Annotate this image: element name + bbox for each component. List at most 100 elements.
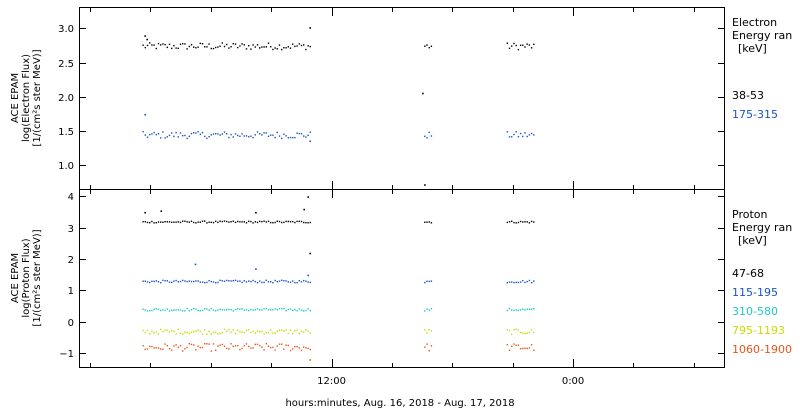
proton-point <box>217 333 219 335</box>
proton-point <box>239 308 241 310</box>
electron-point <box>204 135 206 138</box>
proton-point <box>146 348 149 350</box>
electron-legend-38-53: 38-53 <box>732 89 764 102</box>
electron-point <box>190 44 193 46</box>
proton-point <box>265 221 267 223</box>
proton-point <box>261 330 263 333</box>
proton-point <box>276 345 278 347</box>
proton-point <box>267 331 270 334</box>
proton-point <box>208 309 210 311</box>
proton-point <box>157 308 160 311</box>
proton-point <box>272 282 274 284</box>
proton-point <box>217 281 219 284</box>
electron-point <box>524 132 526 134</box>
electron-point <box>223 45 226 48</box>
proton-point <box>219 332 221 335</box>
proton-point <box>287 344 289 347</box>
electron-point <box>164 43 166 46</box>
proton-point <box>430 308 433 310</box>
proton-point <box>254 309 256 311</box>
proton-point <box>263 220 265 222</box>
proton-point <box>239 331 241 333</box>
proton-point <box>190 309 193 311</box>
electron-point <box>179 132 182 134</box>
electron-point <box>186 137 188 140</box>
proton-point <box>285 280 287 282</box>
proton-point <box>149 310 151 312</box>
electron-point <box>142 44 144 46</box>
electron-ytick-label-1: 1.5 <box>58 127 74 138</box>
proton-point <box>204 343 206 345</box>
proton-point <box>243 331 245 334</box>
proton-point <box>270 329 272 331</box>
proton-point <box>424 281 426 284</box>
proton-point <box>300 349 303 352</box>
proton-point <box>296 282 298 284</box>
x-axis-label: hours:minutes, Aug. 16, 2018 - Aug. 17, … <box>285 398 514 409</box>
proton-point <box>166 221 168 223</box>
proton-point <box>241 308 243 310</box>
proton-point <box>142 221 144 223</box>
electron-legend-title-3: [keV] <box>738 42 767 55</box>
proton-point <box>226 279 228 282</box>
electron-point <box>162 43 164 45</box>
proton-point <box>195 280 197 282</box>
proton-point <box>153 308 155 310</box>
proton-point <box>153 347 155 349</box>
electron-point <box>197 46 199 48</box>
proton-point <box>230 309 232 311</box>
proton-point <box>162 221 164 223</box>
proton-outlier-point <box>303 208 305 211</box>
electron-point <box>300 44 303 47</box>
proton-legend-795-1193: 795-1193 <box>732 324 785 337</box>
electron-point <box>245 135 248 137</box>
proton-point <box>160 348 162 350</box>
proton-point <box>263 349 265 351</box>
proton-point <box>168 310 171 312</box>
proton-point <box>243 221 245 223</box>
electron-point <box>175 47 177 49</box>
proton-point <box>144 280 146 282</box>
proton-point <box>303 346 305 348</box>
proton-point <box>177 346 179 348</box>
electron-point <box>296 132 298 134</box>
proton-point <box>270 309 272 311</box>
proton-point <box>188 343 190 345</box>
proton-point <box>173 221 175 223</box>
proton-point <box>528 279 531 282</box>
proton-point <box>528 331 531 334</box>
proton-point <box>157 221 160 223</box>
proton-point <box>223 220 226 222</box>
electron-point <box>270 46 272 48</box>
proton-point <box>533 349 535 351</box>
electron-point <box>307 45 309 47</box>
proton-outlier-point <box>255 211 257 214</box>
proton-point <box>146 329 149 332</box>
proton-point <box>524 332 526 335</box>
proton-point <box>162 309 164 311</box>
electron-point <box>305 48 307 51</box>
proton-point <box>309 221 311 224</box>
proton-point <box>142 329 144 332</box>
proton-point <box>232 345 234 347</box>
electron-outlier-point <box>146 38 148 41</box>
proton-point <box>426 332 428 334</box>
electron-point <box>283 47 285 49</box>
electron-point <box>307 134 309 136</box>
electron-point <box>294 136 296 139</box>
proton-point <box>528 308 531 310</box>
proton-point <box>171 329 173 332</box>
proton-point <box>517 344 520 346</box>
proton-point <box>151 330 153 332</box>
proton-point <box>219 344 221 346</box>
proton-outlier-point <box>307 196 309 198</box>
proton-point <box>144 221 146 223</box>
electron-point <box>263 132 265 134</box>
proton-point <box>287 332 289 335</box>
proton-point <box>199 281 201 283</box>
electron-point <box>217 46 219 48</box>
proton-ytick-label-1: 0 <box>68 318 74 329</box>
electron-point <box>281 137 283 140</box>
electron-point <box>252 137 254 139</box>
